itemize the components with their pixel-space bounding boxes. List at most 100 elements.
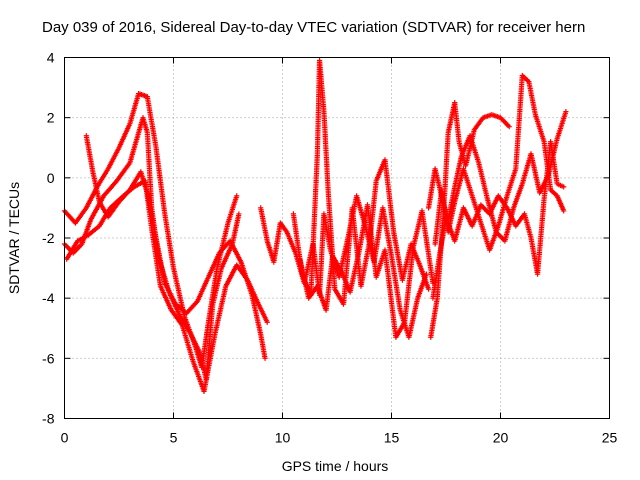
data-point <box>380 205 394 257</box>
data-point <box>255 301 270 324</box>
x-tick-label: 20 <box>493 430 509 446</box>
grid-lines <box>64 57 610 419</box>
data-point <box>153 145 168 215</box>
data-point <box>262 355 268 361</box>
y-axis-label: SDTVAR / TECUs <box>6 182 22 294</box>
data-point <box>168 307 184 327</box>
data-point <box>234 193 240 199</box>
y-tick-label: -6 <box>42 350 55 366</box>
data-point <box>258 205 270 242</box>
series-track-g <box>297 202 436 340</box>
data-point <box>554 110 568 142</box>
data-point <box>561 184 567 190</box>
x-tick-label: 5 <box>170 430 178 446</box>
data-point <box>116 122 132 151</box>
y-tick-label: 0 <box>47 170 55 186</box>
data-point <box>382 157 397 233</box>
data-point <box>358 240 372 289</box>
data-point <box>238 259 254 297</box>
y-tick-label: -8 <box>42 411 55 427</box>
data-point <box>504 167 518 199</box>
data-point <box>101 179 119 199</box>
data-point <box>157 283 174 312</box>
y-tick-label: -2 <box>42 230 55 246</box>
data-point <box>149 226 163 287</box>
data-point <box>548 139 560 185</box>
data-point <box>85 224 101 238</box>
y-tick-label: -4 <box>42 290 55 306</box>
data-point <box>561 208 567 214</box>
data-point <box>425 286 432 292</box>
data-point <box>127 170 143 193</box>
data-point <box>347 252 361 295</box>
chart-title: Day 039 of 2016, Sidereal Day-to-day VTE… <box>42 19 585 36</box>
x-tick-label: 15 <box>384 430 400 446</box>
series-track-j <box>432 72 567 253</box>
data-point <box>177 313 193 336</box>
data-point <box>548 187 559 198</box>
data-point <box>511 182 525 211</box>
data-point <box>138 169 150 194</box>
data-point <box>225 195 239 226</box>
data-point <box>452 167 466 205</box>
data-point <box>116 188 132 205</box>
data-point <box>526 79 538 116</box>
data-point <box>105 200 121 220</box>
data-point <box>391 229 405 281</box>
data-point <box>277 220 289 234</box>
data-point <box>430 255 442 301</box>
data-point <box>521 211 534 239</box>
data-point <box>127 92 141 127</box>
data-point <box>364 202 379 278</box>
data-point <box>330 253 344 273</box>
data-point <box>297 256 311 300</box>
plot-area <box>61 57 569 394</box>
data-point <box>249 292 263 336</box>
data-point <box>184 299 199 316</box>
data-point <box>467 133 481 164</box>
data-point <box>90 169 102 203</box>
data-point <box>317 57 327 113</box>
data-point <box>83 133 96 173</box>
data-point <box>258 331 268 360</box>
x-tick-label: 0 <box>61 430 69 446</box>
data-point <box>96 199 110 218</box>
data-point <box>504 205 518 228</box>
data-point <box>554 193 566 212</box>
data-point <box>388 253 403 312</box>
data-point <box>194 276 211 304</box>
data-point <box>532 112 547 143</box>
series-track-k <box>430 139 567 301</box>
data-point <box>210 267 224 307</box>
data-point <box>284 229 298 254</box>
data-point <box>144 130 155 209</box>
data-point <box>487 194 501 217</box>
data-point <box>64 239 80 262</box>
data-point <box>212 285 228 337</box>
plot-frame <box>64 57 610 419</box>
data-point <box>153 235 167 284</box>
series-track-d <box>83 133 268 361</box>
data-point <box>144 190 159 239</box>
data-point <box>144 94 159 149</box>
data-point <box>497 115 511 128</box>
data-point <box>75 233 90 244</box>
data-point <box>399 243 414 283</box>
data-point <box>513 74 525 172</box>
data-point <box>271 222 283 265</box>
y-tick-label: 2 <box>47 110 55 126</box>
data-point <box>201 333 218 394</box>
data-point <box>528 151 542 194</box>
data-point <box>162 211 176 269</box>
data-point <box>406 297 420 340</box>
data-point <box>162 280 178 306</box>
data-point <box>563 109 569 115</box>
data-point <box>127 116 146 166</box>
data-point <box>402 246 416 325</box>
x-tick-label: 25 <box>602 430 618 446</box>
data-point <box>469 203 483 229</box>
data-point <box>519 72 531 83</box>
data-point <box>506 124 512 130</box>
y-tick-label: 4 <box>47 50 55 66</box>
